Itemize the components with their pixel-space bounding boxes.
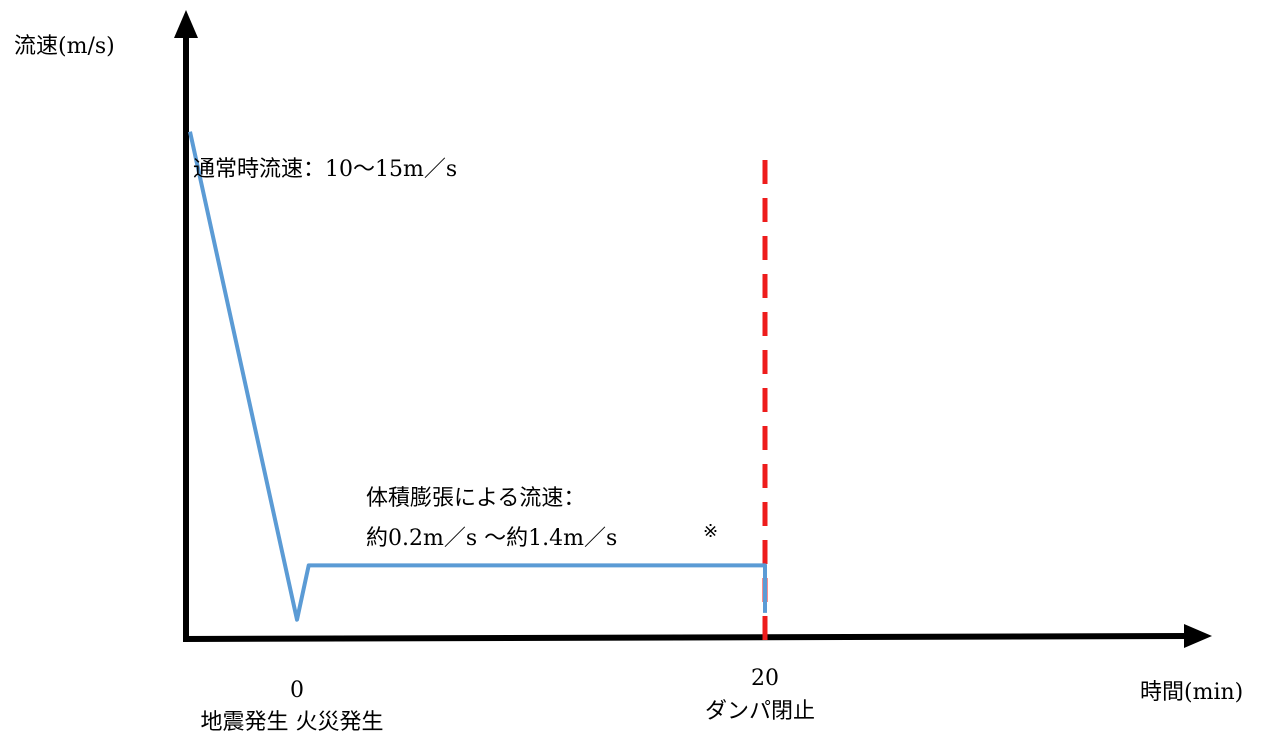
annotation-normal-velocity: 通常時流速：10～15m／s	[193, 157, 457, 182]
x-axis-label: 時間(min)	[1140, 680, 1243, 705]
y-axis-label: 流速(m/s)	[14, 34, 115, 59]
velocity-series-line	[188, 131, 767, 622]
x-axis	[182, 633, 1191, 642]
y-axis-arrow-icon	[174, 10, 198, 38]
x-tick-caption-earthquake: 地震発生 火災発生	[201, 710, 384, 735]
annotation-expansion-line2: 約0.2m／s ～約1.4m／s	[366, 526, 617, 551]
x-tick-label-20: 20	[751, 666, 779, 691]
annotation-note-mark: ※	[703, 521, 718, 542]
annotation-expansion-line1: 体積膨張による流速：	[366, 486, 585, 511]
x-tick-caption-damper: ダンパ閉止	[705, 699, 815, 724]
x-tick-label-0: 0	[290, 678, 304, 703]
x-axis-arrow-icon	[1184, 624, 1212, 648]
